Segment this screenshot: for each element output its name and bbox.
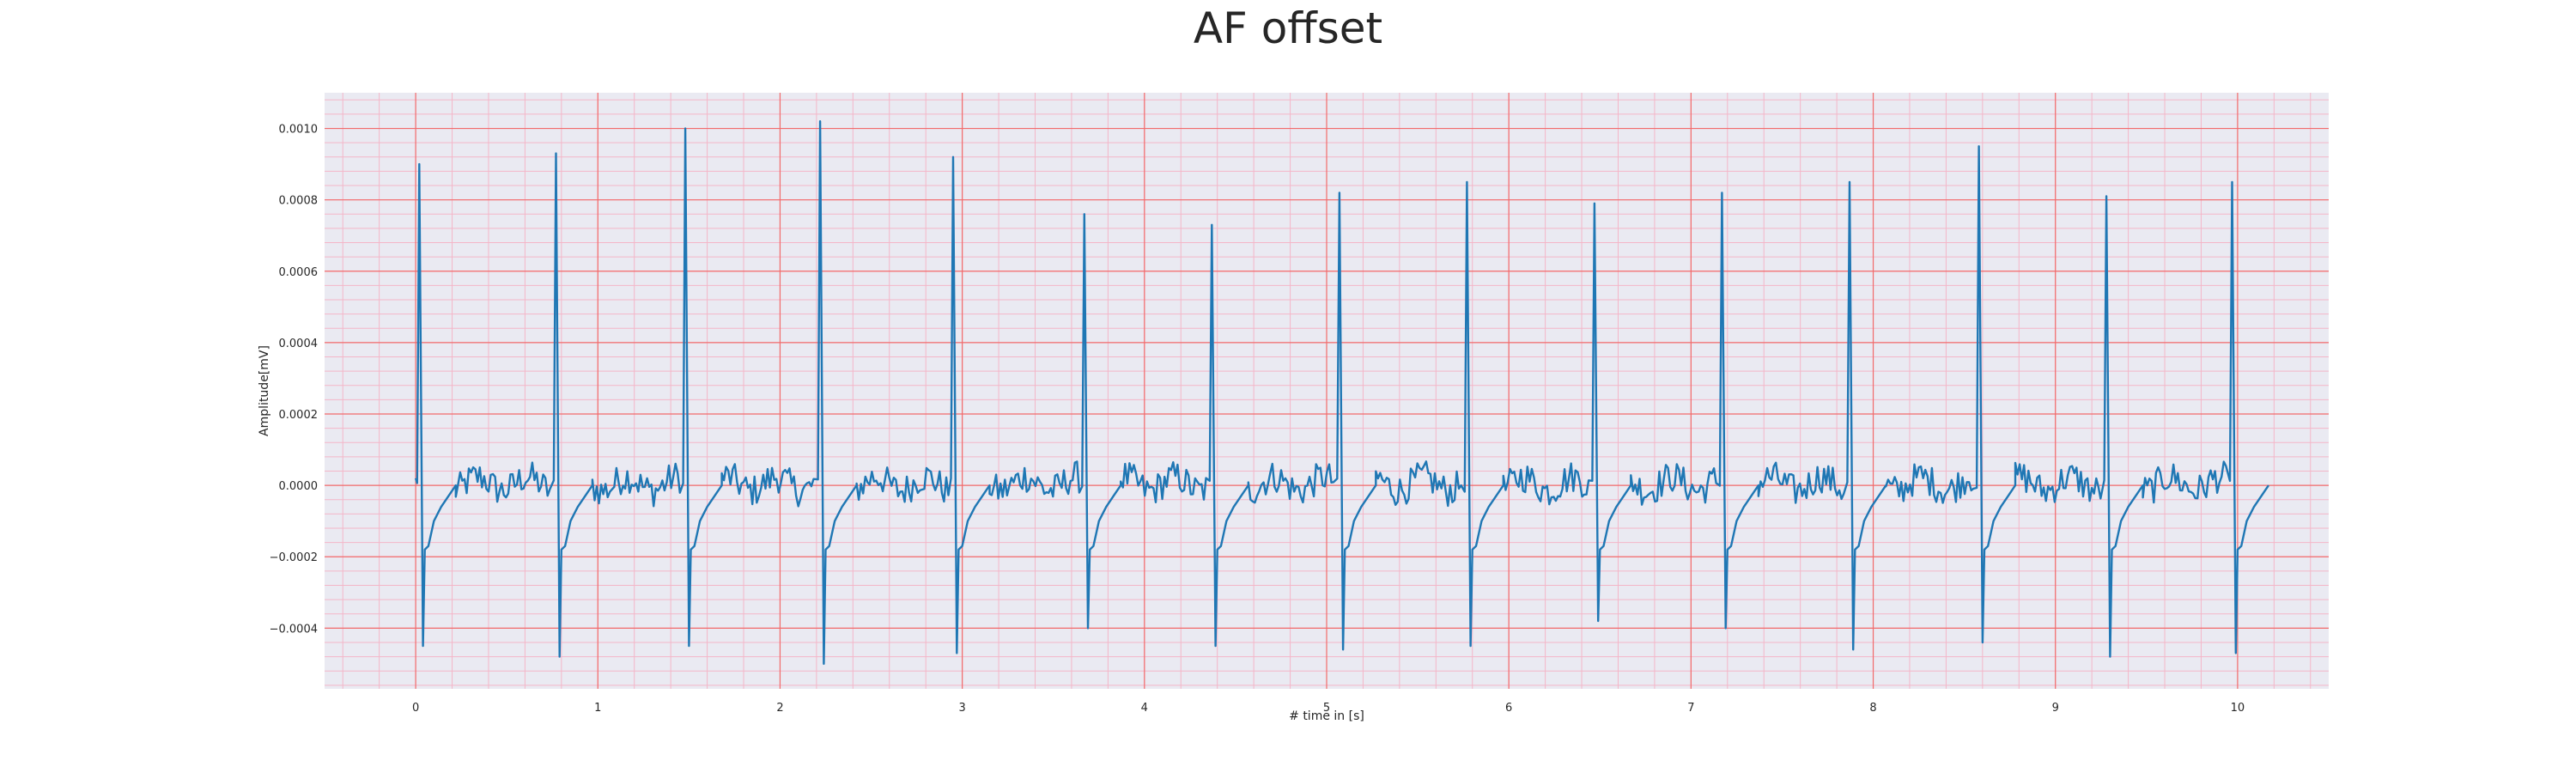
x-tick-label: 10 bbox=[2231, 702, 2245, 715]
y-tick-label: −0.0002 bbox=[270, 551, 318, 564]
chart-title: AF offset bbox=[1193, 3, 1383, 53]
y-tick-label: 0.0010 bbox=[279, 124, 319, 137]
y-tick-label: 0.0000 bbox=[279, 480, 319, 493]
x-tick-label: 1 bbox=[594, 702, 601, 715]
x-tick-label: 4 bbox=[1141, 702, 1148, 715]
y-tick-label: −0.0004 bbox=[270, 623, 318, 636]
x-tick-label: 0 bbox=[412, 702, 419, 715]
y-tick-labels: −0.0004 −0.0002 0.0000 0.0002 0.0004 0.0006 0.… bbox=[270, 124, 318, 636]
x-tick-label: 8 bbox=[1869, 702, 1876, 715]
x-tick-labels: 0 1 2 3 4 5 6 7 8 9 10 bbox=[412, 702, 2245, 715]
y-tick-label: 0.0006 bbox=[279, 266, 319, 279]
x-axis-label: # time in [s] bbox=[1289, 709, 1364, 723]
x-tick-label: 6 bbox=[1505, 702, 1512, 715]
x-tick-label: 5 bbox=[1323, 702, 1330, 715]
y-axis-label: Amplitude[mV] bbox=[258, 345, 271, 436]
ecg-series-line bbox=[414, 120, 2269, 666]
x-tick-label: 9 bbox=[2052, 702, 2059, 715]
x-tick-label: 7 bbox=[1687, 702, 1694, 715]
x-tick-label: 3 bbox=[958, 702, 965, 715]
y-tick-label: 0.0008 bbox=[279, 195, 319, 208]
y-tick-label: 0.0002 bbox=[279, 409, 319, 422]
y-tick-label: 0.0004 bbox=[279, 338, 319, 350]
x-tick-label: 2 bbox=[776, 702, 783, 715]
major-grid bbox=[325, 93, 2329, 689]
